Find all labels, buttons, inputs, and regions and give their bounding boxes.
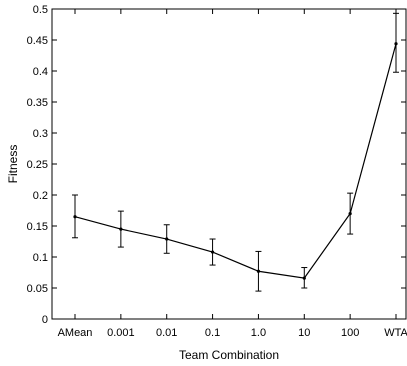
y-tick-label: 0.05 (27, 283, 48, 295)
y-axis-ticks: 0 0.05 0.1 0.15 0.2 0.25 0.3 0.35 0.4 0.45 0.5 (27, 4, 406, 326)
y-tick-label: 0 (42, 314, 48, 326)
data-point (165, 237, 169, 241)
y-tick-label: 0.45 (27, 35, 48, 47)
x-tick-label: 0.01 (156, 327, 177, 339)
data-point (73, 215, 77, 219)
x-tick-label: 0.1 (205, 327, 220, 339)
y-tick-label: 0.15 (27, 221, 48, 233)
data-point (302, 276, 306, 280)
y-tick-label: 0.4 (33, 66, 48, 78)
y-tick-label: 0.1 (33, 252, 48, 264)
x-tick-label: AMean (58, 327, 93, 339)
series-line (74, 43, 397, 279)
x-tick-label: 100 (341, 327, 359, 339)
x-tick-label: WTA (384, 327, 407, 339)
x-axis-ticks: AMean 0.001 0.01 0.1 1.0 10 100 WTA (58, 9, 407, 339)
y-axis-title: Fitness (6, 145, 20, 184)
data-point (210, 250, 215, 254)
data-point (256, 269, 261, 273)
y-tick-label: 0.3 (33, 128, 48, 140)
x-axis-title: Team Combination (179, 348, 279, 362)
y-tick-label: 0.35 (27, 97, 48, 109)
data-point (119, 227, 123, 231)
plot-frame (51, 8, 407, 320)
x-tick-label: 10 (298, 327, 310, 339)
y-tick-label: 0.5 (33, 4, 48, 16)
x-tick-label: 0.001 (107, 327, 135, 339)
data-point (348, 212, 352, 216)
y-tick-label: 0.25 (27, 159, 48, 171)
data-point (394, 42, 398, 46)
series-group (72, 12, 399, 292)
x-tick-label: 1.0 (251, 327, 266, 339)
y-tick-label: 0.2 (33, 190, 48, 202)
